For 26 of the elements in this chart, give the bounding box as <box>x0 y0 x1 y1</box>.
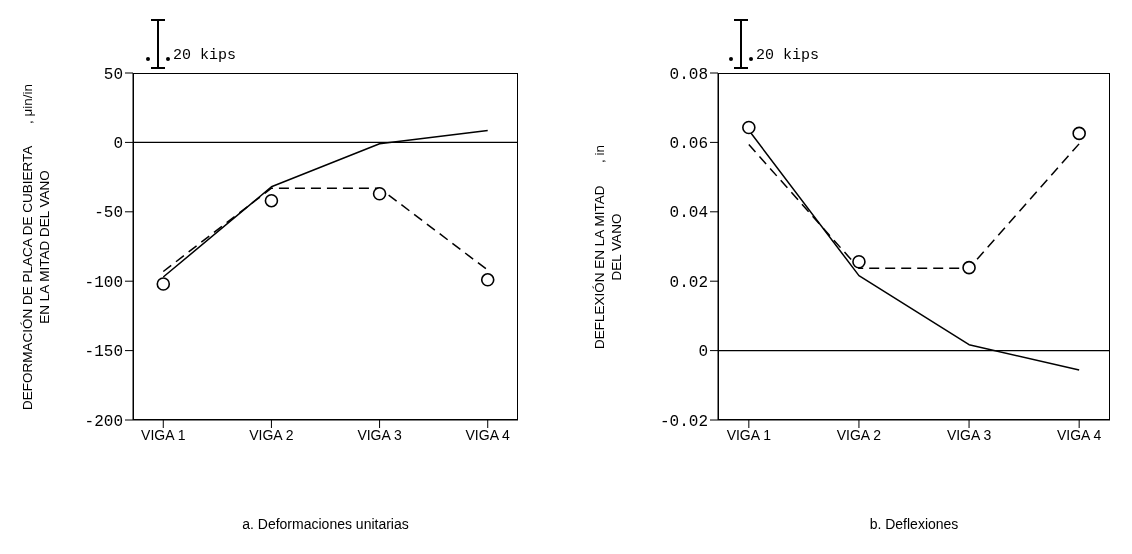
y-tick-label: 0 <box>698 343 708 362</box>
x-tick-label: VIGA 4 <box>465 426 511 443</box>
y-axis-title: DEFORMACIÓN DE PLACA DE CUBIERTA , μin/in EN LA MITAD DEL VANO <box>19 83 53 410</box>
y-tick-label: -0.02 <box>659 412 708 431</box>
x-tick-label: VIGA 4 <box>1056 426 1102 443</box>
x-tick-label: VIGA 1 <box>726 426 772 443</box>
y-tick-label: -100 <box>84 273 123 292</box>
y-tick-label: 0.04 <box>669 204 708 223</box>
text: 20 kips <box>173 47 237 64</box>
y-tick-label: 50 <box>103 65 123 84</box>
text: a. Deformaciones unitarias <box>241 516 410 532</box>
x-tick-label: VIGA 2 <box>249 426 294 443</box>
text: 20 kips <box>756 47 820 64</box>
y-axis-title: DEFLEXIÓN EN LA MITAD , in DEL VANO <box>591 144 625 349</box>
y-tick-label: 0 <box>113 135 123 154</box>
x-tick-label: VIGA 3 <box>946 426 992 443</box>
x-tick-label: VIGA 1 <box>141 426 186 443</box>
y-tick-label: -150 <box>84 343 123 362</box>
y-tick-label: -200 <box>84 412 123 431</box>
y-tick-label: 0.06 <box>669 135 708 154</box>
y-tick-label: 0.08 <box>669 65 708 84</box>
y-tick-label: -50 <box>94 204 123 223</box>
x-tick-label: VIGA 3 <box>357 426 402 443</box>
text: b. Deflexiones <box>868 516 960 532</box>
x-tick-label: VIGA 2 <box>836 426 882 443</box>
y-tick-label: 0.02 <box>669 273 708 292</box>
